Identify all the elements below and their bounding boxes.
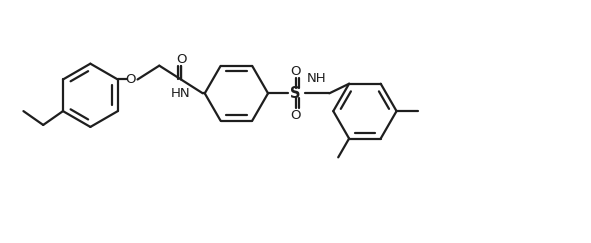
- Text: O: O: [176, 53, 186, 66]
- Text: O: O: [125, 73, 136, 86]
- Text: O: O: [290, 65, 301, 78]
- Text: NH: NH: [307, 72, 327, 86]
- Text: O: O: [290, 109, 301, 122]
- Text: HN: HN: [170, 87, 190, 100]
- Text: S: S: [290, 86, 301, 101]
